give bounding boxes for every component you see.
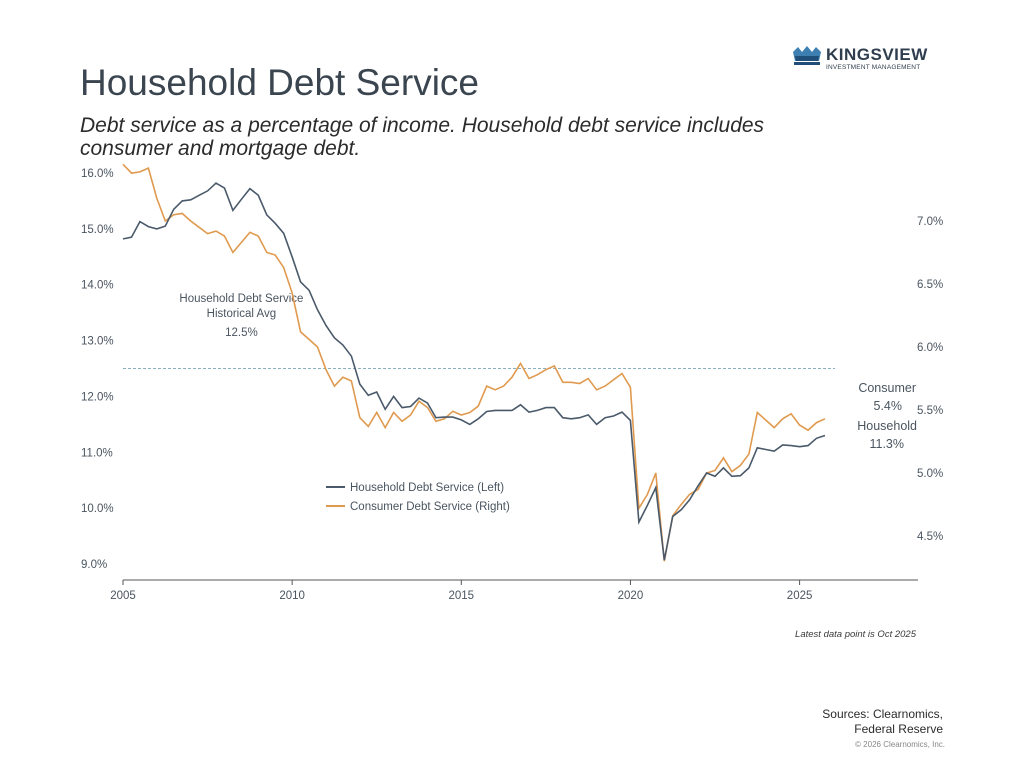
x-tick-label: 2020: [618, 590, 644, 602]
left-tick-label: 15.0%: [81, 224, 114, 236]
brand-name: KINGSVIEW: [826, 45, 928, 64]
right-tick-label: 7.0%: [917, 216, 943, 228]
right-axis: 4.5% 5.0% 5.5% 6.0% 6.5% 7.0%: [917, 216, 943, 543]
legend-household-label: Household Debt Service (Left): [350, 482, 504, 494]
x-axis: 2005 2010 2015 2020 2025: [110, 579, 918, 602]
left-tick-label: 9.0%: [81, 559, 107, 571]
right-tick-label: 6.0%: [917, 342, 943, 354]
consumer-end-value: 5.4%: [874, 399, 903, 413]
average-label-line2: Historical Avg: [207, 308, 276, 320]
average-label-line1: Household Debt Service: [179, 293, 303, 305]
sources: Sources: Clearnomics, Federal Reserve: [822, 707, 943, 737]
left-tick-label: 16.0%: [81, 168, 114, 180]
right-tick-label: 6.5%: [917, 279, 943, 291]
x-tick-label: 2010: [279, 590, 305, 602]
left-tick-label: 13.0%: [81, 336, 114, 348]
x-tick-label: 2005: [110, 590, 136, 602]
left-axis: 9.0% 10.0% 11.0% 12.0% 13.0% 14.0% 15.0% 16.0%: [81, 168, 114, 571]
consumer-series-line: [122, 163, 826, 562]
household-end-value: 11.3%: [869, 437, 904, 451]
brand-logo: KINGSVIEW INVESTMENT MANAGEMENT: [792, 44, 932, 74]
household-end-label: Household: [857, 419, 917, 433]
right-tick-label: 5.0%: [917, 468, 943, 480]
sources-line-1: Sources: Clearnomics,: [822, 707, 943, 721]
household-series-line: [122, 182, 826, 561]
consumer-end-label: Consumer: [858, 381, 916, 395]
average-label-value: 12.5%: [225, 327, 258, 339]
x-tick-label: 2025: [787, 590, 813, 602]
legend: Household Debt Service (Left) Consumer D…: [326, 482, 510, 513]
left-tick-label: 14.0%: [81, 280, 114, 292]
left-tick-label: 12.0%: [81, 391, 114, 403]
left-tick-label: 10.0%: [81, 503, 114, 515]
right-tick-label: 4.5%: [917, 531, 943, 543]
crown-logo-icon: [793, 46, 821, 65]
right-tick-label: 5.5%: [917, 405, 943, 417]
page-subtitle: Debt service as a percentage of income. …: [80, 114, 765, 160]
sources-line-2: Federal Reserve: [854, 722, 943, 736]
left-tick-label: 11.0%: [81, 447, 113, 459]
x-tick-label: 2015: [449, 590, 475, 602]
page-title: Household Debt Service: [80, 62, 479, 103]
copyright: © 2026 Clearnomics, Inc.: [855, 740, 945, 749]
latest-data-note: Latest data point is Oct 2025: [795, 629, 916, 640]
legend-consumer-label: Consumer Debt Service (Right): [350, 501, 510, 513]
brand-tagline: INVESTMENT MANAGEMENT: [826, 64, 921, 71]
